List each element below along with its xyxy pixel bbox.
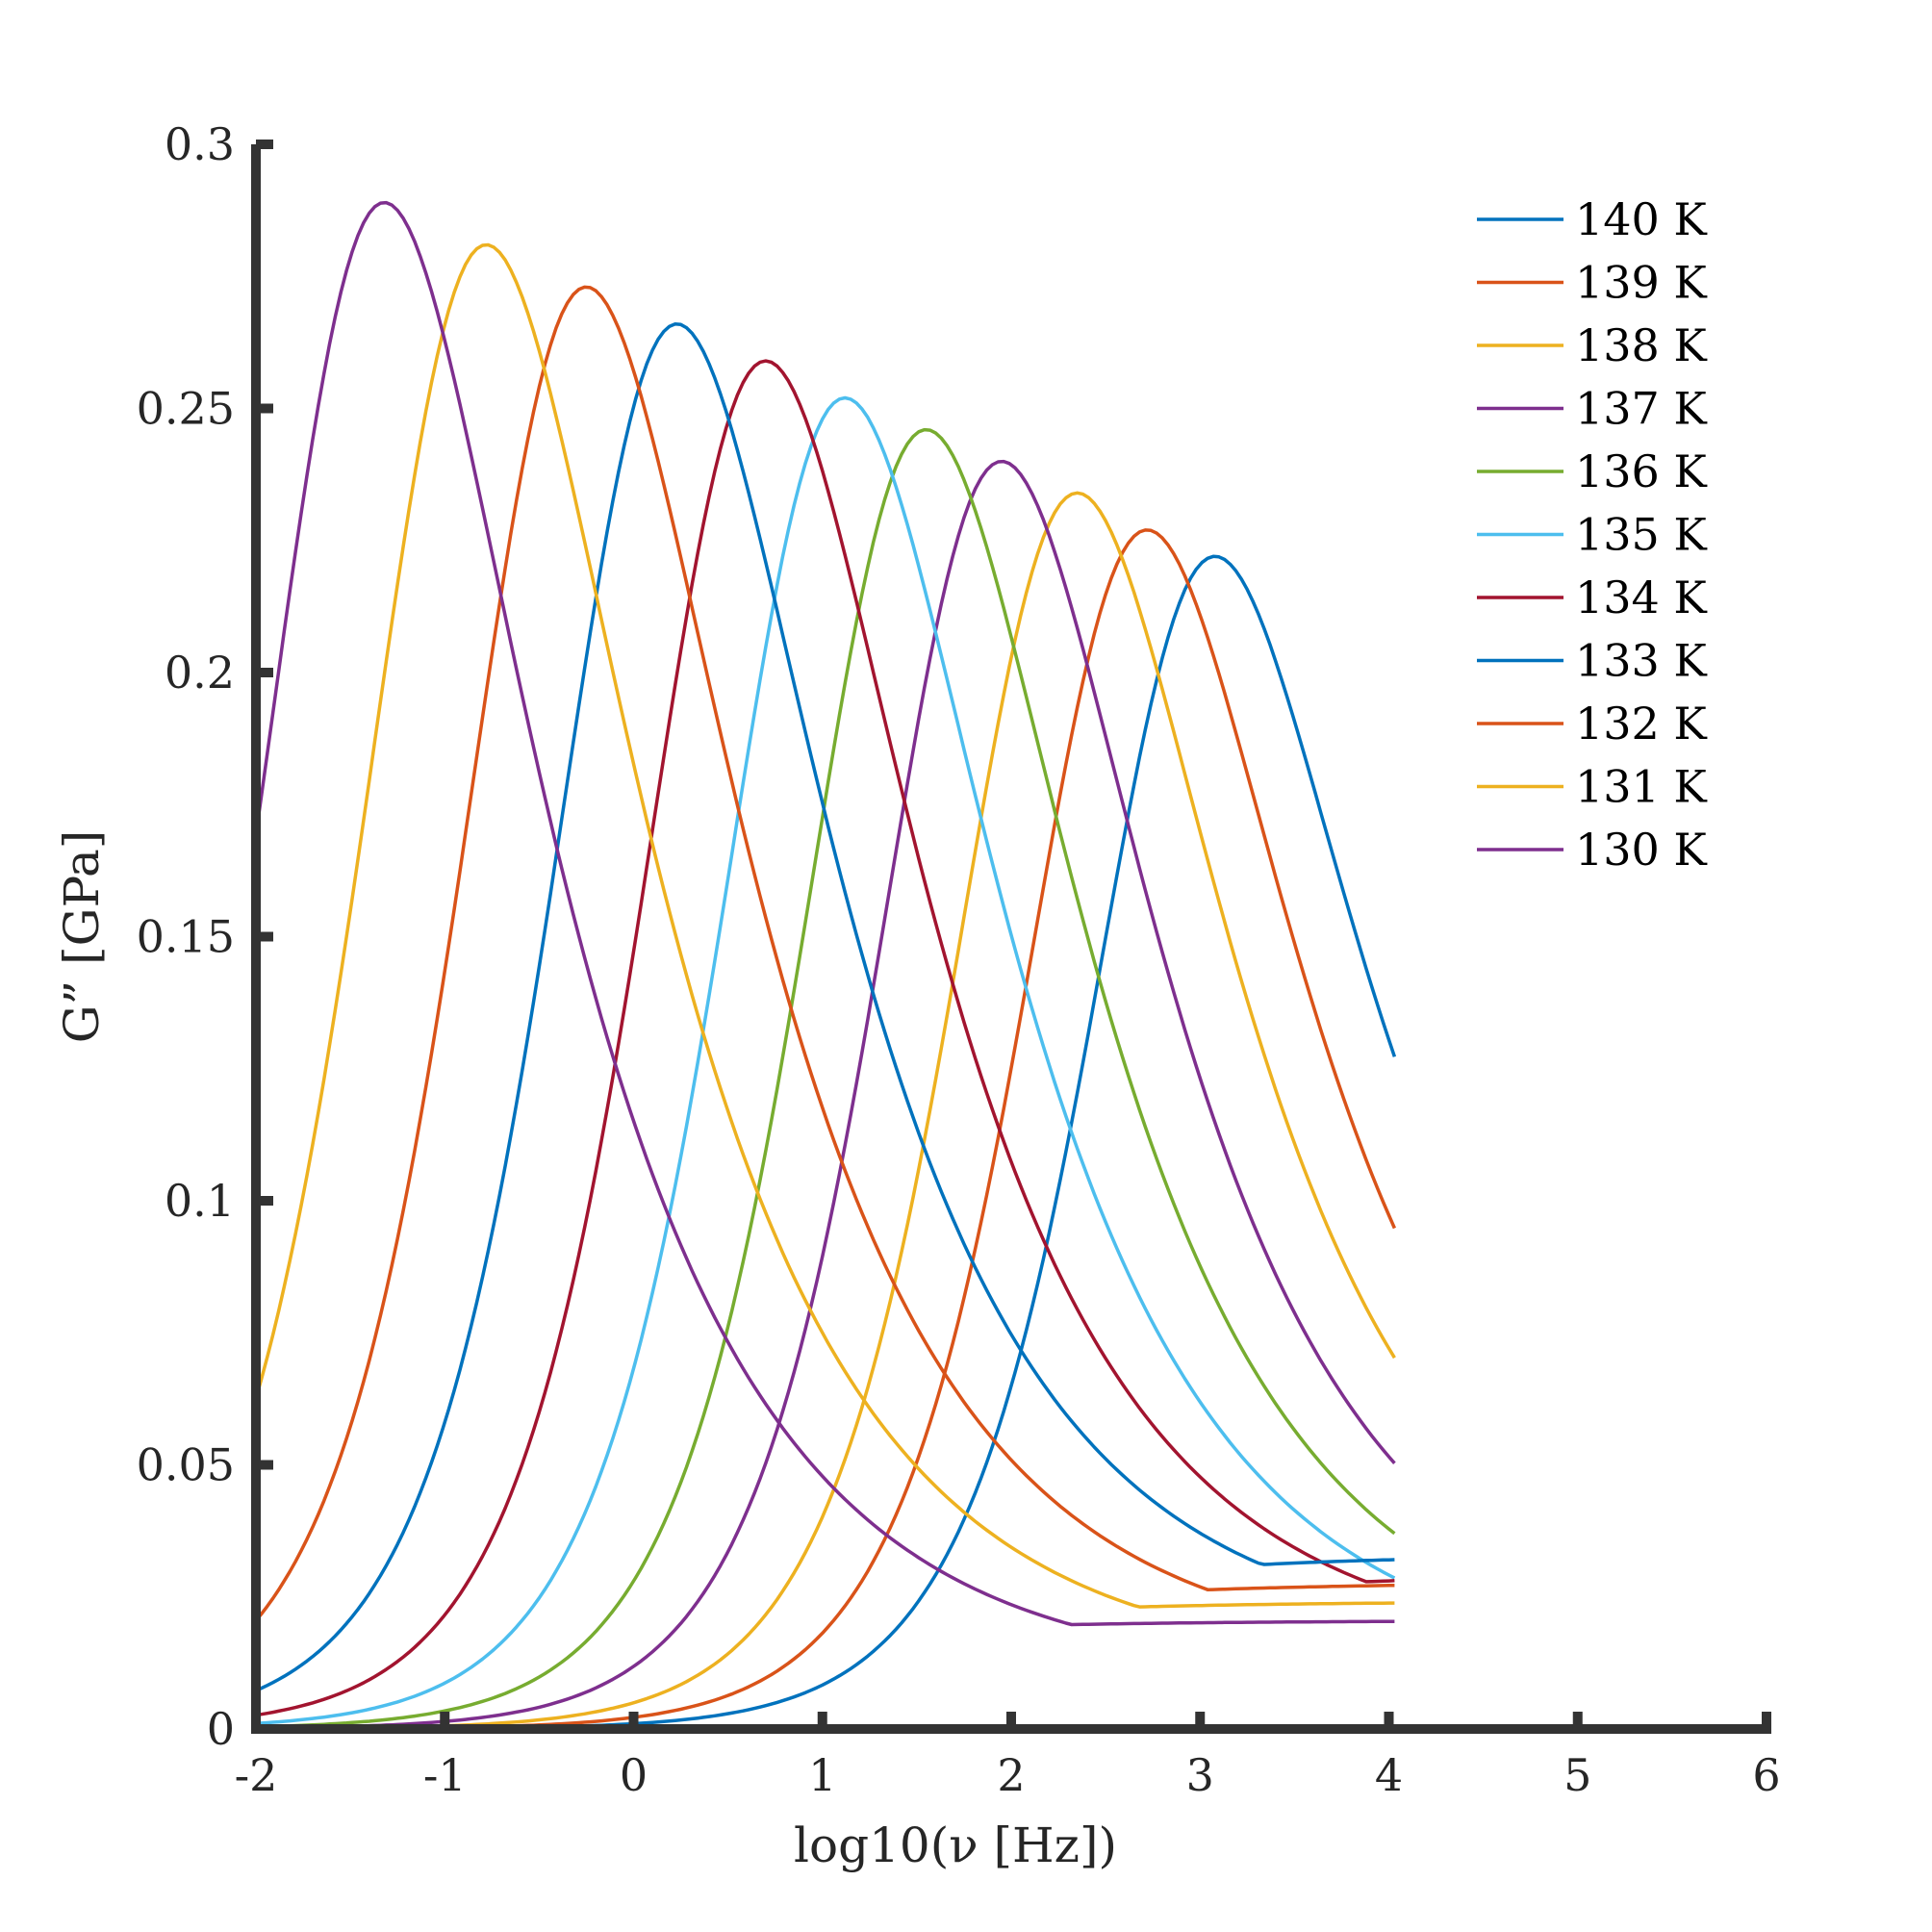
series-line-133k: [255, 322, 1395, 1692]
legend-label: 130 K: [1575, 824, 1708, 876]
legend-label: 132 K: [1575, 698, 1708, 750]
x-tick-label: 1: [808, 1749, 836, 1801]
series-line-137k: [255, 459, 1396, 1730]
series-line-131k: [254, 242, 1395, 1609]
legend-label: 136 K: [1575, 445, 1708, 497]
y-tick-label: 0.15: [137, 911, 235, 963]
y-axis-title: G” [GPa]: [54, 830, 110, 1044]
legend-label: 134 K: [1575, 572, 1708, 623]
y-ticks: 0 0.05 0.1 0.15 0.2 0.25 0.3: [137, 118, 273, 1755]
series-line-139k: [256, 528, 1397, 1731]
x-tick-label: 6: [1752, 1749, 1780, 1801]
series-line-132k: [254, 285, 1395, 1622]
legend-label: 137 K: [1575, 383, 1708, 435]
y-tick-label: 0.1: [165, 1175, 235, 1227]
legend: 140 K 139 K 138 K 137 K 136 K 135 K 134 K 133 K…: [1477, 193, 1708, 876]
y-tick-label: 0.2: [165, 647, 235, 699]
x-tick-label: 0: [620, 1749, 648, 1801]
y-tick-label: 0.05: [137, 1439, 235, 1491]
x-tick-label: 2: [997, 1749, 1025, 1801]
x-tick-label: -2: [235, 1749, 278, 1801]
x-ticks: -2 -1 0 1 2 3 4 5 6: [235, 1712, 1781, 1801]
legend-label: 131 K: [1575, 761, 1708, 813]
series-line-136k: [255, 427, 1396, 1729]
legend-label: 139 K: [1575, 257, 1708, 309]
series-line-130k: [254, 200, 1395, 1627]
y-tick-label: 0: [207, 1703, 235, 1755]
legend-label: 140 K: [1575, 193, 1708, 245]
legend-label: 133 K: [1575, 635, 1708, 687]
x-axis-title: log10(ν [Hz]): [794, 1818, 1117, 1873]
legend-label: 138 K: [1575, 319, 1708, 371]
legend-label: 135 K: [1575, 509, 1708, 561]
series-lines: [254, 200, 1397, 1731]
x-tick-label: 3: [1186, 1749, 1214, 1801]
y-tick-label: 0.25: [137, 383, 235, 435]
y-tick-label: 0.3: [165, 118, 235, 170]
x-tick-label: 4: [1375, 1749, 1403, 1801]
series-line-135k: [255, 395, 1396, 1725]
x-tick-label: 5: [1563, 1749, 1591, 1801]
series-line-134k: [255, 359, 1395, 1717]
x-tick-label: -1: [423, 1749, 467, 1801]
